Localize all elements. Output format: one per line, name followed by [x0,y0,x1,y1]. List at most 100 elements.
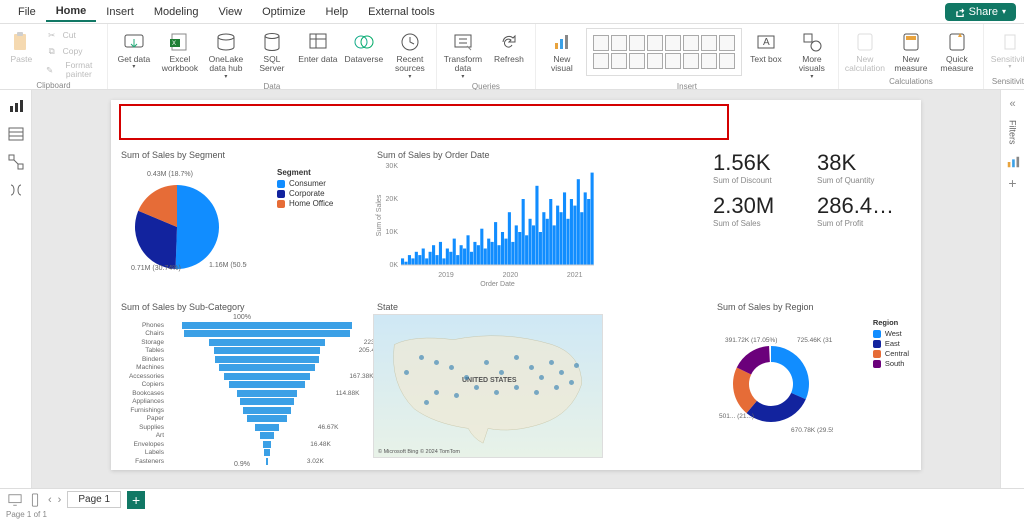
model-view-icon[interactable] [8,154,24,170]
cut-button[interactable]: ✂Cut [41,28,103,44]
svg-text:X: X [172,41,176,47]
get-data-icon [122,30,146,54]
highlight-box [119,104,729,140]
cut-icon: ✂ [45,29,59,43]
svg-text:10K: 10K [386,229,399,236]
share-icon [955,7,965,17]
new-measure-button[interactable]: New measure [889,28,933,76]
pie-visual[interactable]: Sum of Sales by Segment 1.16M (50.56%)0.… [117,148,367,288]
add-pane-icon[interactable]: + [1008,175,1016,191]
enter-data-button[interactable]: Enter data [296,28,340,66]
sql-server-button[interactable]: SQL Server [250,28,294,76]
group-label-sens: Sensitivity [992,77,1024,87]
visualizations-pane-icon[interactable] [1006,155,1020,169]
menu-modeling[interactable]: Modeling [144,3,209,21]
onelake-button[interactable]: OneLake data hub▾ [204,28,248,82]
map-visual[interactable]: State UNITED STATES © Microsoft Bing © 2… [373,300,603,460]
format-painter-button[interactable]: ✎Format painter [41,60,103,81]
map-attribution: © Microsoft Bing © 2024 TomTom [378,449,460,455]
ribbon-group-insert: New visual AText box More visuals▾ Inser… [536,24,839,89]
table-view-icon[interactable] [8,126,24,142]
more-visuals-button[interactable]: More visuals▾ [790,28,834,82]
brush-icon: ✎ [45,63,55,77]
dataverse-icon [352,30,376,54]
kpi-card-0[interactable]: 1.56KSum of Discount [713,150,809,185]
ribbon-group-clipboard: Paste ✂Cut ⧉Copy ✎Format painter Clipboa… [0,24,108,89]
map-title: State [373,300,603,314]
svg-text:1.16M (50.56%): 1.16M (50.56%) [209,262,247,269]
report-canvas[interactable]: Sum of Sales by Segment 1.16M (50.56%)0.… [111,100,921,470]
left-rail [0,90,32,488]
svg-text:725.46K (31.58%): 725.46K (31.58%) [797,337,833,344]
svg-text:670.78K (29.55%): 670.78K (29.55%) [791,427,833,434]
recent-sources-button[interactable]: Recent sources▾ [388,28,432,82]
text-box-button[interactable]: AText box [744,28,788,66]
new-calculation-button[interactable]: New calculation [843,28,887,76]
menu-view[interactable]: View [208,3,252,21]
svg-text:0.43M (18.7%): 0.43M (18.7%) [147,171,193,178]
sensitivity-button[interactable]: Sensitivity▾ [988,28,1024,73]
map-outline [374,315,602,457]
map-country-label: UNITED STATES [462,377,517,384]
collapse-icon[interactable]: « [1009,98,1015,110]
add-page-button[interactable]: + [127,491,145,509]
share-button[interactable]: Share ▾ [945,3,1016,21]
kpi-card-3[interactable]: 286.4…Sum of Profit [817,193,913,228]
menu-file[interactable]: File [8,3,46,21]
svg-text:501... (21...): 501... (21...) [719,413,754,420]
chart-icon [550,30,574,54]
donut-legend: Region WestEastCentralSouth [873,318,909,369]
copy-icon: ⧉ [45,45,59,59]
ribbon-group-sensitivity: Sensitivity▾ Sensitivity [984,24,1024,89]
quick-measure-icon [945,30,969,54]
donut-visual[interactable]: Sum of Sales by Region 725.46K (31.58%)6… [713,300,913,460]
desktop-layout-icon[interactable] [8,493,22,507]
copy-button[interactable]: ⧉Copy [41,44,103,60]
excel-workbook-button[interactable]: XExcel workbook [158,28,202,76]
dataverse-button[interactable]: Dataverse [342,28,386,66]
svg-text:Sum of Sales: Sum of Sales [376,194,383,236]
report-view-icon[interactable] [8,98,24,114]
page-tab-1[interactable]: Page 1 [67,491,121,508]
prev-page-icon[interactable]: ‹ [48,494,52,506]
transform-icon [451,30,475,54]
mobile-layout-icon[interactable] [28,493,42,507]
status-bar: Page 1 of 1 [0,510,1024,522]
paste-button[interactable]: Paste [4,28,39,66]
measure-icon [899,30,923,54]
filters-pane-toggle[interactable]: Filters [1008,116,1018,149]
funnel-visual[interactable]: Sum of Sales by Sub-Category 100% Phones… [117,300,367,460]
next-page-icon[interactable]: › [58,494,62,506]
menu-help[interactable]: Help [316,3,359,21]
dax-view-icon[interactable] [8,182,24,198]
get-data-button[interactable]: Get data▾ [112,28,156,73]
enter-data-icon [306,30,330,54]
svg-text:2021: 2021 [567,272,583,279]
refresh-icon [497,30,521,54]
quick-measure-button[interactable]: Quick measure [935,28,979,76]
new-visual-button[interactable]: New visual [540,28,584,76]
refresh-button[interactable]: Refresh [487,28,531,66]
onelake-icon [214,30,238,54]
page-tab-bar: ‹ › Page 1 + [0,488,1024,510]
area-visual[interactable]: Sum of Sales by Order Date 0K10K20K30K20… [373,148,603,288]
menu-optimize[interactable]: Optimize [252,3,315,21]
menu-home[interactable]: Home [46,2,97,22]
canvas-area[interactable]: Sum of Sales by Segment 1.16M (50.56%)0.… [32,90,1000,488]
ribbon: Paste ✂Cut ⧉Copy ✎Format painter Clipboa… [0,24,1024,90]
kpi-card-2[interactable]: 2.30MSum of Sales [713,193,809,228]
calc-icon [853,30,877,54]
svg-text:391.72K (17.05%): 391.72K (17.05%) [725,337,777,344]
sensitivity-icon [998,30,1022,54]
sql-icon [260,30,284,54]
svg-text:2019: 2019 [438,272,454,279]
transform-data-button[interactable]: Transform data▾ [441,28,485,82]
visual-gallery[interactable] [589,31,739,73]
group-label-calc: Calculations [889,77,933,87]
textbox-icon: A [754,30,778,54]
menu-insert[interactable]: Insert [96,3,144,21]
shapes-icon [800,30,824,54]
kpi-card-1[interactable]: 38KSum of Quantity [817,150,913,185]
paste-icon [9,30,33,54]
menu-external-tools[interactable]: External tools [358,3,445,21]
